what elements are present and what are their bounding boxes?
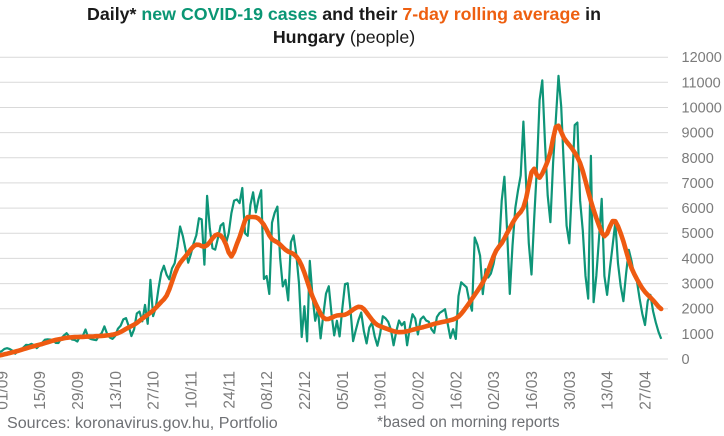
svg-text:05/01: 05/01	[335, 371, 352, 410]
svg-text:15/09: 15/09	[32, 371, 49, 410]
svg-text:10000: 10000	[682, 101, 722, 117]
svg-text:01/09: 01/09	[0, 371, 11, 410]
svg-text:11000: 11000	[682, 75, 721, 91]
svg-text:19/01: 19/01	[373, 371, 390, 410]
svg-text:27/04: 27/04	[638, 371, 655, 410]
svg-text:2000: 2000	[682, 302, 714, 318]
svg-text:02/03: 02/03	[486, 371, 503, 410]
svg-text:5000: 5000	[682, 226, 714, 242]
svg-text:12000: 12000	[682, 50, 722, 66]
svg-text:4000: 4000	[682, 251, 714, 267]
svg-text:1000: 1000	[682, 327, 714, 343]
svg-text:16/03: 16/03	[524, 371, 541, 410]
svg-text:13/04: 13/04	[600, 371, 617, 410]
svg-text:29/09: 29/09	[70, 371, 87, 410]
svg-text:16/02: 16/02	[448, 371, 465, 410]
svg-text:6000: 6000	[682, 201, 714, 217]
svg-text:7000: 7000	[682, 176, 714, 192]
svg-text:13/10: 13/10	[108, 371, 125, 410]
svg-text:8000: 8000	[682, 151, 714, 167]
svg-text:3000: 3000	[682, 277, 714, 293]
svg-text:02/02: 02/02	[411, 371, 428, 410]
svg-text:10/11: 10/11	[184, 371, 201, 409]
svg-text:24/11: 24/11	[221, 371, 238, 409]
svg-text:30/03: 30/03	[562, 371, 579, 410]
svg-text:08/12: 08/12	[259, 371, 276, 410]
svg-text:27/10: 27/10	[146, 371, 163, 410]
svg-text:0: 0	[682, 352, 690, 368]
svg-text:22/12: 22/12	[297, 371, 314, 410]
svg-text:9000: 9000	[682, 126, 714, 142]
